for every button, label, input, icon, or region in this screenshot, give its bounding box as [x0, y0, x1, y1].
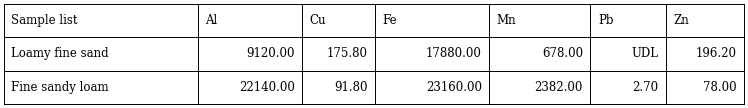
Text: 23160.00: 23160.00	[426, 81, 482, 94]
Text: Al: Al	[205, 14, 217, 27]
Text: 2.70: 2.70	[633, 81, 659, 94]
Text: Sample list: Sample list	[11, 14, 78, 27]
Text: 196.20: 196.20	[696, 48, 737, 60]
Text: 2382.00: 2382.00	[535, 81, 583, 94]
Text: Fe: Fe	[383, 14, 397, 27]
Text: 17880.00: 17880.00	[426, 48, 482, 60]
Text: 22140.00: 22140.00	[239, 81, 295, 94]
Text: Pb: Pb	[598, 14, 613, 27]
Text: UDL: UDL	[631, 48, 659, 60]
Text: Zn: Zn	[673, 14, 689, 27]
Text: 9120.00: 9120.00	[247, 48, 295, 60]
Text: 678.00: 678.00	[542, 48, 583, 60]
Text: Cu: Cu	[310, 14, 326, 27]
Text: Loamy fine sand: Loamy fine sand	[11, 48, 108, 60]
Text: Mn: Mn	[497, 14, 516, 27]
Text: 91.80: 91.80	[334, 81, 368, 94]
Text: Fine sandy loam: Fine sandy loam	[11, 81, 108, 94]
Text: 78.00: 78.00	[703, 81, 737, 94]
Text: 175.80: 175.80	[327, 48, 368, 60]
